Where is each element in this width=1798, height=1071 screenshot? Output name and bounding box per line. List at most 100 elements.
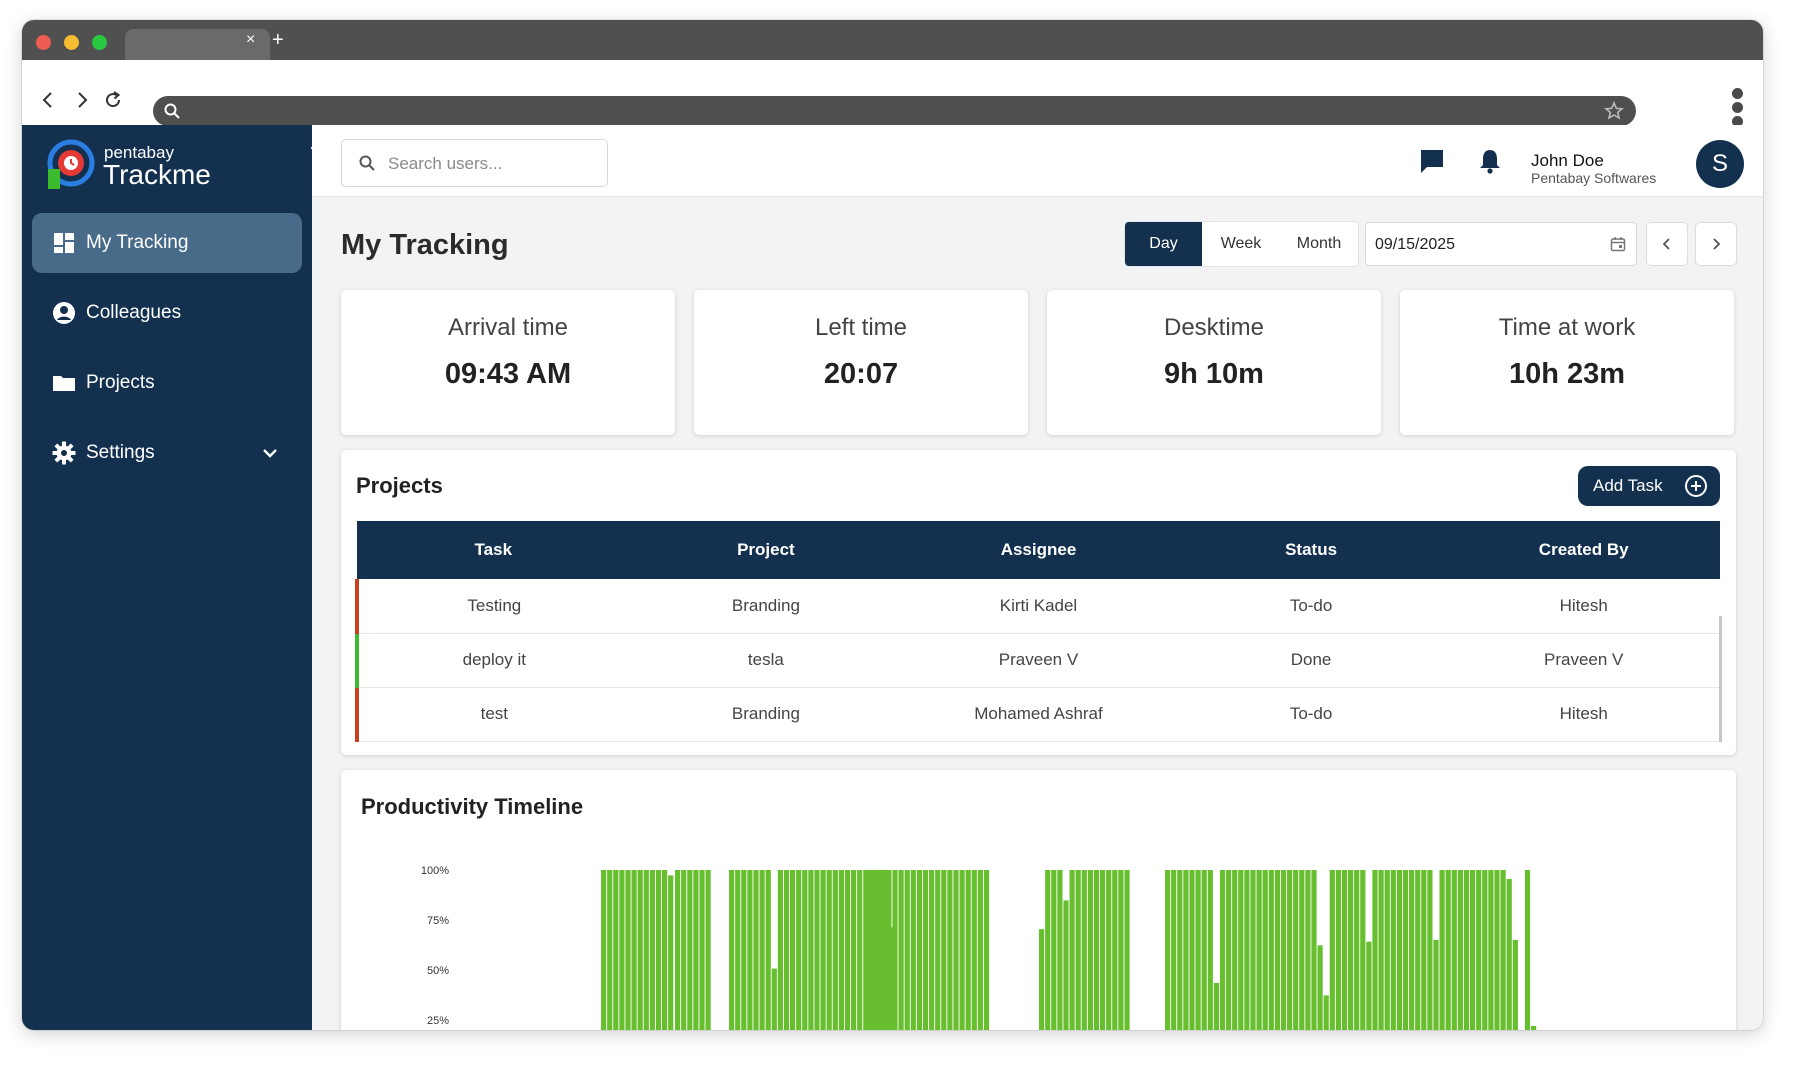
timeline-bar[interactable]	[687, 870, 693, 1030]
sidebar-item-colleagues[interactable]: Colleagues	[32, 283, 302, 343]
timeline-bar[interactable]	[929, 870, 935, 1030]
timeline-bar[interactable]	[1396, 870, 1402, 1030]
bookmark-star-icon[interactable]	[1604, 101, 1624, 121]
reload-icon[interactable]	[101, 88, 125, 112]
timeline-bar[interactable]	[892, 870, 898, 1030]
column-header-created-by[interactable]: Created By	[1447, 521, 1720, 579]
timeline-bar[interactable]	[735, 870, 741, 1030]
timeline-bar[interactable]	[759, 870, 765, 1030]
timeline-bar[interactable]	[1118, 870, 1124, 1030]
table-row[interactable]: test Branding Mohamed Ashraf To-do Hites…	[355, 687, 1720, 742]
timeline-bar[interactable]	[1415, 870, 1421, 1030]
timeline-bar[interactable]	[1409, 870, 1415, 1030]
timeline-bar[interactable]	[1500, 870, 1506, 1030]
timeline-bar[interactable]	[898, 870, 904, 1030]
timeline-bar[interactable]	[625, 870, 631, 1030]
timeline-bar[interactable]	[1299, 870, 1305, 1030]
timeline-bar[interactable]	[851, 870, 857, 1030]
timeline-bar[interactable]	[977, 870, 983, 1030]
timeline-bar[interactable]	[777, 870, 783, 1030]
add-task-button[interactable]: Add Task	[1578, 466, 1720, 506]
timeline-bar[interactable]	[1226, 870, 1232, 1030]
timeline-bar[interactable]	[868, 870, 874, 1030]
timeline-bar[interactable]	[1372, 870, 1378, 1030]
timeline-bar[interactable]	[1384, 870, 1390, 1030]
next-day-button[interactable]	[1695, 222, 1737, 266]
maximize-window-button[interactable]	[92, 35, 107, 50]
sidebar-item-my-tracking[interactable]: My Tracking	[32, 213, 302, 273]
timeline-bar[interactable]	[662, 870, 668, 1030]
timeline-bar[interactable]	[844, 870, 851, 1030]
avatar[interactable]: S	[1696, 140, 1744, 188]
timeline-bar[interactable]	[832, 870, 838, 1030]
timeline-bar[interactable]	[1244, 870, 1250, 1030]
timeline-bar[interactable]	[1075, 870, 1081, 1030]
timeline-bar[interactable]	[649, 870, 655, 1030]
timeline-bar[interactable]	[613, 870, 619, 1030]
timeline-bar[interactable]	[693, 870, 699, 1030]
timeline-bar[interactable]	[1305, 870, 1311, 1030]
timeline-bar[interactable]	[765, 870, 771, 1030]
timeline-bar[interactable]	[1335, 870, 1341, 1030]
timeline-bar[interactable]	[1087, 870, 1093, 1030]
calendar-icon[interactable]	[1610, 236, 1626, 252]
timeline-bar[interactable]	[747, 870, 753, 1030]
timeline-bar[interactable]	[1112, 870, 1118, 1030]
timeline-bar[interactable]	[675, 870, 681, 1030]
timeline-bar[interactable]	[1476, 870, 1482, 1030]
timeline-bar[interactable]	[1189, 870, 1195, 1030]
timeline-bar[interactable]	[1201, 870, 1207, 1030]
timeline-bar[interactable]	[1219, 870, 1226, 1030]
timeline-bar[interactable]	[1360, 870, 1366, 1030]
timeline-bar[interactable]	[1402, 870, 1409, 1030]
timeline-bar[interactable]	[880, 870, 886, 1030]
timeline-bar[interactable]	[1378, 870, 1384, 1030]
timeline-bar[interactable]	[904, 870, 910, 1030]
timeline-bar[interactable]	[1195, 870, 1201, 1030]
browser-menu-icon[interactable]	[1730, 88, 1744, 130]
brand-logo[interactable]: pentabay Trackme	[46, 139, 286, 195]
range-tab-month[interactable]: Month	[1296, 235, 1342, 252]
timeline-bar[interactable]	[922, 870, 929, 1030]
timeline-bar[interactable]	[1323, 995, 1329, 1030]
search-users-field[interactable]	[341, 139, 608, 187]
timeline-bar[interactable]	[820, 870, 826, 1030]
timeline-bar[interactable]	[1124, 870, 1130, 1030]
timeline-bar[interactable]	[655, 870, 662, 1030]
timeline-bar[interactable]	[1531, 1025, 1537, 1030]
timeline-bar[interactable]	[1329, 870, 1335, 1030]
timeline-bar[interactable]	[1232, 870, 1238, 1030]
timeline-bar[interactable]	[1081, 870, 1087, 1030]
timeline-bar[interactable]	[983, 870, 990, 1030]
timeline-bar[interactable]	[1463, 870, 1470, 1030]
timeline-bar[interactable]	[1262, 870, 1268, 1030]
timeline-bar[interactable]	[668, 875, 674, 1030]
timeline-bar[interactable]	[1470, 870, 1476, 1030]
timeline-bar[interactable]	[959, 870, 965, 1030]
forward-icon[interactable]	[70, 88, 94, 112]
timeline-bar[interactable]	[935, 870, 941, 1030]
timeline-bar[interactable]	[1348, 870, 1354, 1030]
timeline-bar[interactable]	[741, 870, 747, 1030]
timeline-bar[interactable]	[1287, 870, 1293, 1030]
new-tab-icon[interactable]: +	[272, 29, 284, 51]
timeline-bar[interactable]	[1057, 870, 1063, 1030]
timeline-bar[interactable]	[790, 870, 796, 1030]
bell-icon[interactable]	[1476, 147, 1504, 175]
timeline-bar[interactable]	[971, 870, 977, 1030]
timeline-bar[interactable]	[1274, 870, 1280, 1030]
timeline-bar[interactable]	[802, 870, 808, 1030]
timeline-bar[interactable]	[681, 870, 687, 1030]
timeline-bar[interactable]	[1482, 870, 1488, 1030]
chat-icon[interactable]	[1418, 147, 1446, 175]
timeline-bar[interactable]	[886, 870, 892, 1030]
column-header-assignee[interactable]: Assignee	[902, 521, 1175, 579]
search-users-input[interactable]	[388, 152, 598, 176]
timeline-bar[interactable]	[771, 968, 777, 1030]
timeline-bar[interactable]	[953, 870, 959, 1030]
timeline-bar[interactable]	[753, 870, 759, 1030]
timeline-bar[interactable]	[1051, 870, 1057, 1030]
timeline-bar[interactable]	[1238, 870, 1244, 1030]
back-icon[interactable]	[36, 88, 60, 112]
timeline-bar[interactable]	[1207, 870, 1213, 1030]
